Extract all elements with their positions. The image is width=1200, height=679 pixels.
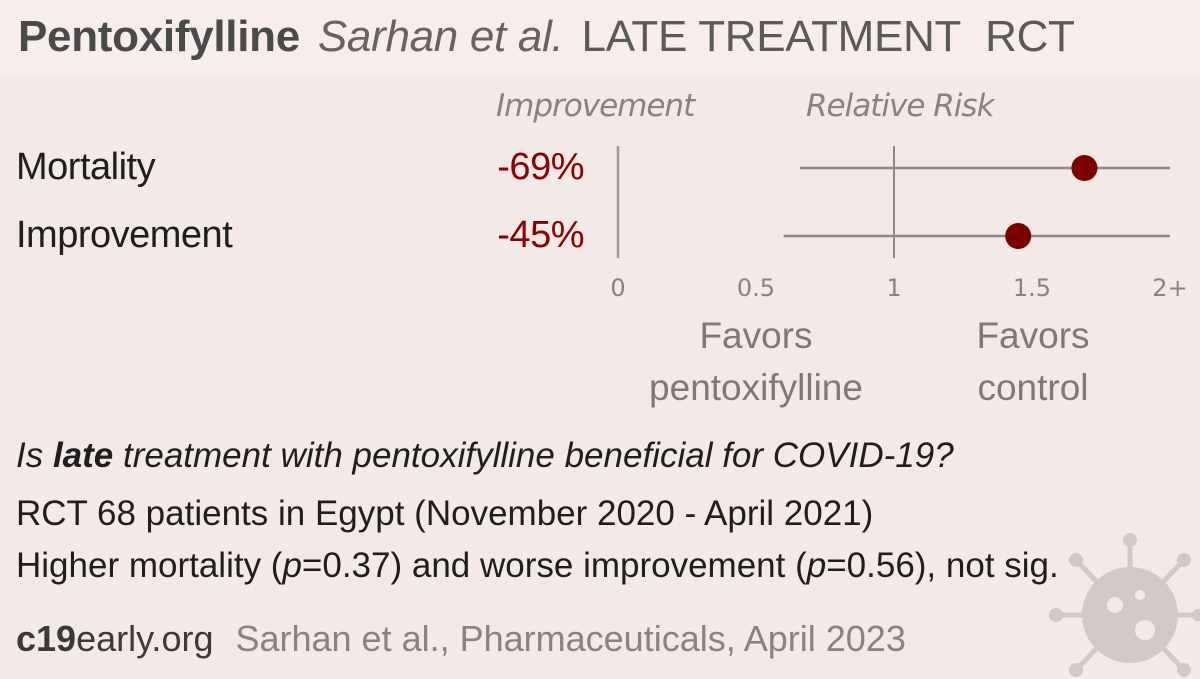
outcome-value-improvement: -45% (497, 214, 584, 256)
site-rest: early.org (76, 618, 214, 659)
x-tick-label: 0 (610, 274, 625, 302)
point-estimate-improvement (1005, 223, 1032, 249)
favors-right-line1: Favors (976, 315, 1090, 356)
favors-left-line2: pentoxifylline (649, 367, 863, 408)
outcome-value-mortality: -69% (497, 146, 584, 188)
result-p2-var: p (806, 546, 827, 585)
favors-treatment-label: Favors pentoxifylline (636, 310, 876, 414)
study-design: RCT (985, 12, 1075, 61)
question-bold: late (52, 436, 114, 475)
x-tick-label: 0.5 (737, 274, 775, 302)
improvement-column-header: Improvement (496, 88, 695, 124)
result-p1-rest: =0.37) and worse improvement ( (301, 546, 807, 585)
page-title: Pentoxifylline Sarhan et al. LATE TREATMEN… (18, 12, 1075, 62)
outcome-label-improvement: Improvement (16, 214, 233, 256)
result-p1-var: p (282, 546, 302, 585)
header-bar: Pentoxifylline Sarhan et al. LATE TREATMEN… (0, 0, 1200, 76)
x-tick-label: 1 (886, 274, 901, 302)
virus-icon (1049, 533, 1200, 677)
footer: c19early.org Sarhan et al., Pharmaceutica… (16, 618, 906, 660)
forest-plot: 0 0.5 1 1.5 2+ (610, 146, 1188, 302)
question-suffix: treatment with pentoxifylline beneficial… (113, 436, 954, 475)
point-estimate-mortality (1071, 155, 1098, 181)
study-question: Is late treatment with pentoxifylline be… (16, 436, 954, 476)
citation: Sarhan et al., Pharmaceuticals, April 20… (235, 618, 906, 659)
study-result: Higher mortality (p=0.37) and worse impr… (16, 546, 1059, 586)
study-info: RCT 68 patients in Egypt (November 2020 … (16, 494, 874, 533)
drug-name: Pentoxifylline (18, 12, 300, 61)
study-authors: Sarhan et al. (317, 12, 564, 61)
x-tick-label: 1.5 (1013, 274, 1051, 302)
favors-left-line1: Favors (699, 315, 813, 356)
favors-right-line2: control (977, 367, 1089, 408)
favors-control-label: Favors control (950, 310, 1116, 414)
result-part1: Higher mortality ( (16, 546, 283, 585)
result-p2-rest: =0.56), not sig. (826, 546, 1059, 585)
question-prefix: Is (16, 436, 53, 475)
outcome-label-mortality: Mortality (16, 146, 156, 188)
site-link[interactable]: c19early.org (16, 618, 213, 659)
treatment-stage: LATE TREATMENT (581, 12, 962, 61)
relative-risk-column-header: Relative Risk (806, 88, 995, 124)
x-tick-label: 2+ (1152, 274, 1187, 302)
site-bold: c19 (16, 618, 77, 659)
